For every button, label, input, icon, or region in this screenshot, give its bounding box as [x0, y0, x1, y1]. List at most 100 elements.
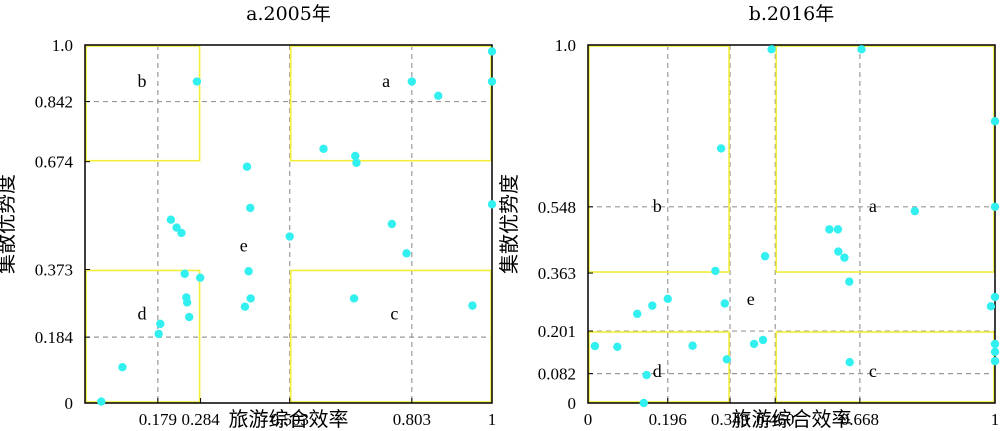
- data-point: [613, 342, 622, 351]
- data-point: [648, 301, 657, 310]
- data-point: [468, 301, 477, 310]
- x-tick-label: 0.503: [271, 410, 309, 429]
- data-point: [722, 355, 731, 364]
- data-point: [156, 319, 165, 329]
- chart-title: a.2005年: [246, 3, 331, 25]
- x-tick-label: 0.179: [139, 410, 177, 429]
- data-point: [182, 298, 192, 307]
- data-point: [845, 357, 854, 367]
- data-point: [990, 117, 1000, 126]
- data-point: [487, 77, 497, 86]
- data-point: [154, 329, 163, 339]
- panel-2005: a.2005年 a b c d e 0.179 0.284 0.503 0.803 1 0 0.184 0…: [0, 3, 496, 431]
- data-point: [833, 225, 843, 234]
- x-tick-label: 0.196: [649, 410, 687, 429]
- data-point: [639, 398, 648, 408]
- y-axis-label: 集散优势度: [0, 174, 18, 274]
- data-point: [845, 277, 854, 286]
- data-point: [590, 341, 600, 351]
- data-point: [840, 253, 849, 262]
- data-point: [351, 151, 360, 161]
- zone-d-box: [85, 269, 201, 403]
- data-point: [749, 339, 759, 349]
- x-tick-label: 0.349: [711, 410, 749, 429]
- data-point: [387, 219, 397, 229]
- x-tick-label: 0.803: [393, 410, 431, 429]
- data-point: [986, 302, 996, 311]
- data-point: [184, 312, 194, 322]
- data-point: [990, 202, 1000, 212]
- data-point: [180, 269, 189, 278]
- x-tick-label: 0: [584, 410, 593, 429]
- data-point: [834, 247, 843, 256]
- zone-d-box: [588, 331, 730, 403]
- data-point: [285, 232, 294, 241]
- data-point: [166, 215, 176, 224]
- y-tick-label: 0.548: [538, 198, 576, 217]
- zone-a-box: [775, 45, 995, 273]
- data-point: [642, 370, 651, 380]
- data-point: [246, 203, 255, 213]
- zone-a-label: a: [869, 196, 877, 216]
- y-tick-label: 0.201: [538, 322, 576, 341]
- data-point: [118, 363, 127, 372]
- y-axis-label: 集散优势度: [497, 174, 521, 274]
- x-axis-label: 旅游综合效率: [732, 407, 852, 431]
- data-point: [434, 91, 443, 101]
- zone-c-box: [289, 269, 492, 403]
- y-tick-label: 0.373: [35, 260, 73, 279]
- data-point: [758, 335, 768, 345]
- data-point: [349, 294, 359, 303]
- x-tick-label: 1: [991, 410, 1000, 429]
- data-point: [177, 228, 186, 238]
- data-point: [195, 273, 205, 282]
- data-point: [663, 294, 672, 304]
- zone-e-label: e: [747, 289, 755, 309]
- data-point: [760, 252, 770, 261]
- zone-b-box: [588, 45, 730, 273]
- zone-d-label: d: [137, 304, 146, 324]
- data-point: [242, 162, 252, 171]
- y-tick-label: 0: [65, 394, 74, 413]
- data-point: [711, 266, 720, 276]
- zone-e-label: e: [240, 235, 248, 255]
- zone-a-box: [289, 45, 492, 162]
- x-tick-label: 0.284: [181, 410, 220, 429]
- zone-b-label: b: [137, 71, 146, 91]
- y-tick-label: 1.0: [555, 36, 576, 55]
- data-point: [720, 299, 729, 308]
- data-point: [990, 347, 1000, 357]
- y-tick-label: 0.082: [538, 365, 576, 384]
- data-point: [246, 294, 255, 303]
- plot-frame: [84, 44, 493, 404]
- x-tick-label: 0.668: [841, 410, 879, 429]
- data-point: [990, 356, 1000, 366]
- chart-title: b.2016年: [749, 3, 835, 25]
- y-tick-label: 0.842: [35, 93, 73, 112]
- data-point: [244, 267, 253, 276]
- zone-a-label: a: [382, 71, 390, 91]
- x-axis-label: 旅游综合效率: [229, 407, 349, 431]
- zone-d-label: d: [653, 361, 662, 381]
- data-point: [240, 302, 250, 311]
- data-point: [192, 77, 202, 86]
- y-tick-label: 0.363: [538, 264, 576, 283]
- data-point: [990, 339, 1000, 349]
- data-point: [407, 77, 417, 86]
- data-point: [97, 397, 106, 406]
- data-point: [487, 200, 497, 209]
- zone-b-box: [85, 45, 201, 162]
- y-tick-label: 1.0: [52, 36, 73, 55]
- data-point: [825, 225, 834, 234]
- zone-c-box: [775, 331, 995, 403]
- zone-c-label: c: [869, 361, 877, 381]
- y-tick-label: 0: [568, 394, 577, 413]
- data-point: [352, 158, 361, 167]
- zone-b-label: b: [653, 196, 662, 216]
- data-point: [767, 45, 776, 54]
- data-point: [402, 249, 411, 258]
- panel-2016: b.2016年 a b c d e 0 0.196 0.349 0.460 0.668 1 0 0.082…: [497, 3, 999, 431]
- y-tick-label: 0.184: [35, 328, 74, 347]
- data-point: [716, 144, 726, 153]
- x-tick-label: 1: [488, 410, 497, 429]
